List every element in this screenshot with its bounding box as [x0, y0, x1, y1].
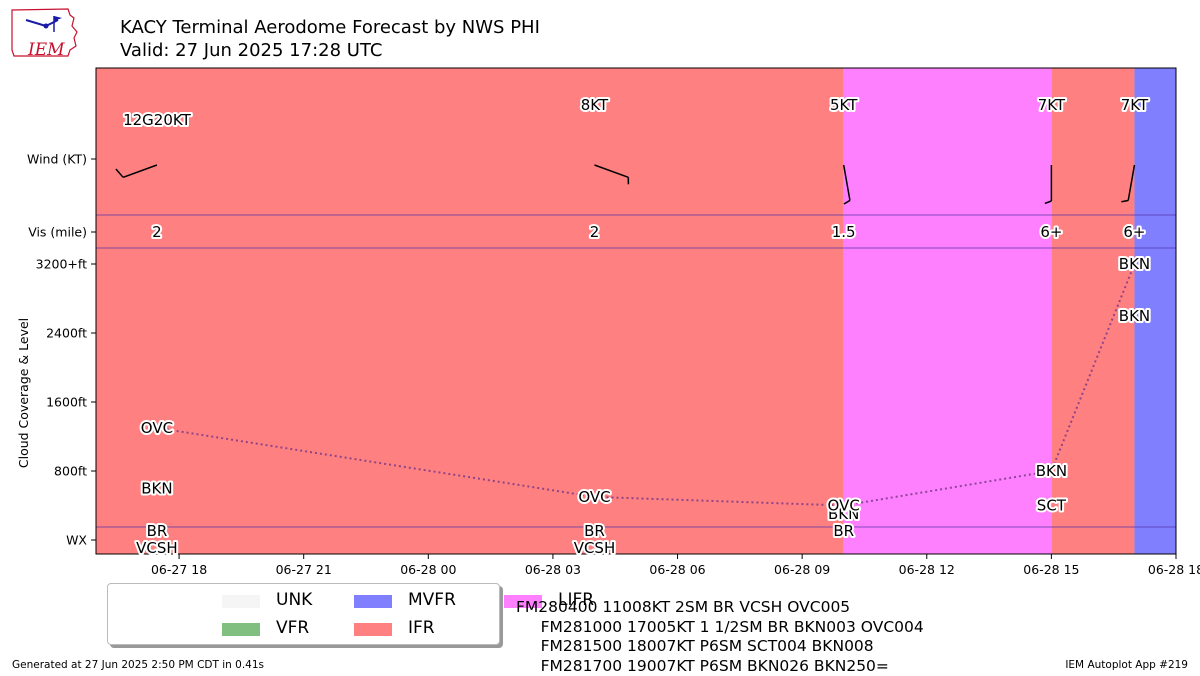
legend-swatch-ifr [354, 623, 392, 636]
wx-label-2-0: BR [833, 522, 854, 540]
cloud-label-3-0: SCT [1037, 497, 1067, 515]
legend-swatch-unk [222, 595, 260, 608]
y-tick-label-0: WX [66, 533, 87, 548]
x-tick-label-7: 06-28 15 [1023, 562, 1079, 577]
x-tick-label-2: 06-28 00 [400, 562, 456, 577]
wind-label-3: 7KT [1038, 96, 1066, 114]
y-tick-label-1: 800ft [54, 464, 87, 479]
legend-label-mvfr: MVFR [408, 590, 456, 610]
x-tick-label-6: 06-28 12 [899, 562, 955, 577]
vis-row-label: Vis (mile) [28, 225, 87, 240]
wx-label-0-1: VCSH [136, 539, 178, 557]
vis-label-0: 2 [152, 223, 162, 241]
vis-label-3: 6+ [1040, 223, 1062, 241]
taf-text: FM280400 11008KT 2SM BR VCSH OVC005 FM28… [516, 598, 924, 676]
wind-label-2: 5KT [830, 96, 858, 114]
wx-label-0-0: BR [147, 522, 168, 540]
wind-row-label: Wind (KT) [27, 152, 87, 167]
cloud-label-1-0: OVC [578, 488, 610, 506]
x-tick-label-3: 06-28 03 [525, 562, 581, 577]
generated-footer: Generated at 27 Jun 2025 2:50 PM CDT in … [12, 659, 264, 671]
vis-label-4: 6+ [1123, 223, 1145, 241]
wx-label-1-1: VCSH [574, 539, 616, 557]
legend-label-ifr: IFR [408, 618, 435, 638]
cloud-label-0-0: BKN [141, 479, 172, 497]
cloud-label-3-1: BKN [1036, 462, 1067, 480]
wind-label-4: 7KT [1121, 96, 1149, 114]
legend: UNK VFR MVFR IFR LIFR [107, 583, 500, 645]
cloud-label-4-1: BKN [1119, 255, 1150, 273]
vis-label-2: 1.5 [832, 223, 856, 241]
period-band-ifr-0 [96, 68, 844, 554]
y-axis-label: Cloud Coverage & Level [16, 318, 31, 468]
wind-label-0: 12G20KT [123, 111, 191, 129]
legend-swatch-vfr [222, 623, 260, 636]
legend-label-unk: UNK [276, 590, 312, 610]
x-tick-label-5: 06-28 09 [774, 562, 830, 577]
y-tick-label-2: 1600ft [46, 395, 87, 410]
wind-label-1: 8KT [581, 96, 609, 114]
x-tick-label-8: 06-28 18 [1148, 562, 1200, 577]
taf-chart: 06-27 18 06-27 21 06-28 00 06-28 03 06-28 06… [0, 0, 1200, 585]
x-tick-label-4: 06-28 06 [649, 562, 705, 577]
cloud-label-0-1: OVC [141, 419, 173, 437]
x-tick-label-0: 06-27 18 [151, 562, 207, 577]
vis-label-1: 2 [590, 223, 600, 241]
app-footer: IEM Autoplot App #219 [1065, 659, 1188, 671]
period-band-lifr-1 [844, 68, 1052, 554]
legend-swatch-mvfr [354, 595, 392, 608]
x-tick-label-1: 06-27 21 [276, 562, 332, 577]
wx-label-1-0: BR [584, 522, 605, 540]
y-tick-label-4: 3200+ft [36, 257, 87, 272]
cloud-label-4-0: BKN [1119, 307, 1150, 325]
cloud-label-2-1: OVC [828, 497, 860, 515]
legend-label-vfr: VFR [276, 618, 309, 638]
y-tick-label-3: 2400ft [46, 326, 87, 341]
